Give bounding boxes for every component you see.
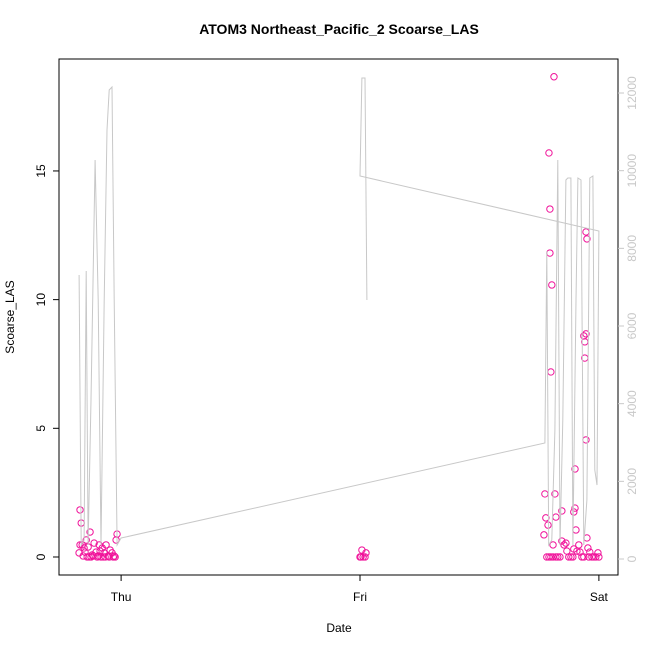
point [540,531,548,539]
point [556,553,564,561]
point [81,548,89,556]
point [548,281,556,289]
y2-tick-label: 6000 [625,312,639,339]
point [582,330,590,338]
point [546,249,554,257]
point [357,553,365,561]
point [576,548,584,556]
y2-tick-label: 8000 [625,235,639,262]
y2-tick-label: 12000 [625,76,639,110]
y-tick-label: 15 [34,164,48,178]
point [575,541,583,549]
point [552,513,560,521]
point [549,553,557,561]
point [595,553,603,561]
point [552,553,560,561]
point [97,553,105,561]
point [90,539,98,547]
point [580,553,588,561]
point [541,490,549,498]
point [594,549,602,557]
point [583,235,591,243]
point [567,553,575,561]
point [76,506,84,514]
point [362,549,370,557]
line [78,77,600,547]
point [82,536,90,544]
point [558,507,566,515]
point [565,553,573,561]
x-tick-label: Fri [353,590,367,604]
point [361,553,369,561]
point [101,553,109,561]
point [549,541,557,549]
y2-tick-label: 0 [625,555,639,562]
point [80,544,88,552]
point [582,228,590,236]
y-tick-label: 5 [34,425,48,432]
point [547,368,555,376]
x-tick-label: Sat [590,590,609,604]
chart-title: ATOM3 Northeast_Pacific_2 Scoarse_LAS [199,21,479,37]
point [547,553,555,561]
point [572,526,580,534]
y-tick-label: 0 [34,553,48,560]
point [592,553,600,561]
point [558,537,566,545]
point [590,553,598,561]
point [545,149,553,157]
point [110,552,118,560]
point [546,205,554,213]
point [560,541,568,549]
point [544,521,552,529]
point [102,541,110,549]
point [578,553,586,561]
y2-tick-label: 4000 [625,390,639,417]
y2-tick-label: 2000 [625,468,639,495]
point [562,539,570,547]
point [542,514,550,522]
point [109,553,117,561]
x-tick-label: Thu [111,590,132,604]
point [89,552,97,560]
y-axis-label: Scoarse_LAS [3,280,17,353]
point [569,553,577,561]
point [588,553,596,561]
point [551,490,559,498]
point [571,504,579,512]
point [585,553,593,561]
y2-tick-label: 10000 [625,154,639,188]
y-tick-label: 10 [34,293,48,307]
point [545,553,553,561]
point [85,553,93,561]
point [111,553,119,561]
point [582,436,590,444]
point [86,528,94,536]
x-axis-label: Date [326,621,352,635]
point [584,544,592,552]
point [586,548,594,556]
point [95,541,103,549]
point [571,465,579,473]
plot-frame [58,58,619,576]
point [550,73,558,81]
point [554,553,562,561]
